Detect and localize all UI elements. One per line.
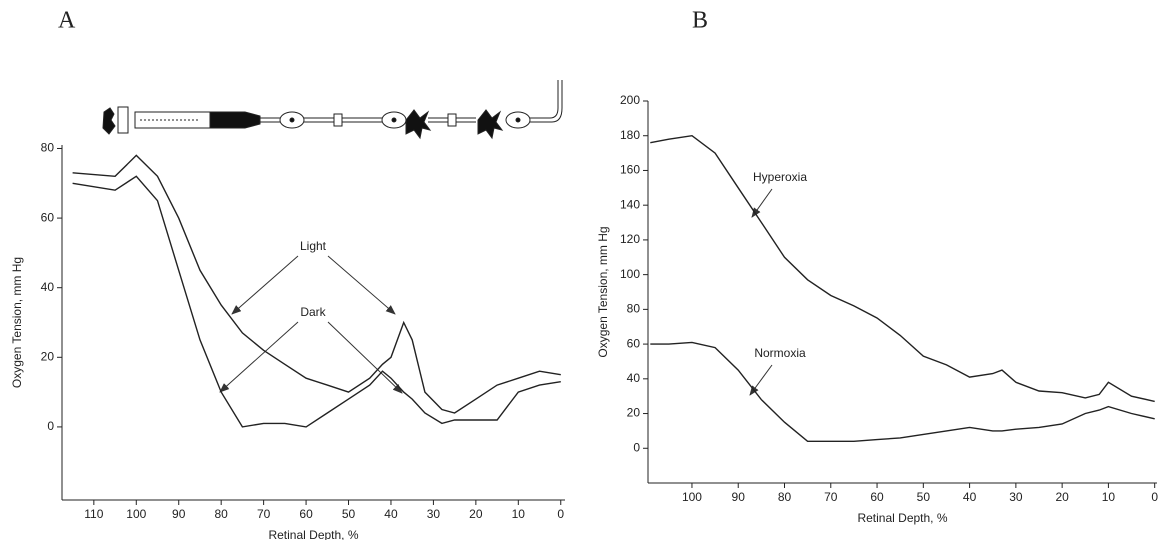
annotation: Dark [300,305,326,319]
x-tick-label: 30 [427,507,441,521]
annotation: Normoxia [754,346,806,360]
annotation-arrow [231,255,299,315]
x-tick-label: 70 [824,490,838,504]
y-tick-label: 200 [620,93,640,107]
y-tick-label: 40 [41,280,55,294]
y-axis-label: Oxygen Tension, mm Hg [10,257,24,388]
y-tick-label: 80 [41,141,55,155]
annotation-arrow [327,255,396,315]
y-tick-label: 0 [47,419,54,433]
x-tick-label: 50 [342,507,356,521]
y-tick-label: 60 [41,210,55,224]
annotation-arrow [219,321,299,393]
data-line [72,175,561,428]
data-line [650,341,1155,442]
y-tick-label: 160 [620,163,640,177]
x-tick-label: 70 [257,507,271,521]
x-axis-label: Retinal Depth, % [268,528,358,540]
y-tick-label: 60 [627,336,641,350]
x-tick-label: 60 [299,507,313,521]
x-tick-label: 80 [214,507,228,521]
x-axis-label: Retinal Depth, % [857,511,947,525]
x-tick-label: 90 [732,490,746,504]
x-tick-label: 0 [1151,490,1158,504]
x-tick-label: 100 [682,490,702,504]
retina-diagram [102,80,563,140]
x-tick-label: 40 [384,507,398,521]
x-tick-label: 10 [512,507,526,521]
y-tick-label: 20 [41,349,55,363]
x-tick-label: 80 [778,490,792,504]
x-tick-label: 40 [963,490,977,504]
x-tick-label: 0 [557,507,564,521]
data-line [650,134,1155,403]
y-axis-label: Oxygen Tension, mm Hg [596,226,610,357]
y-tick-label: 140 [620,197,640,211]
annotation: Light [300,239,327,253]
y-tick-label: 120 [620,232,640,246]
y-tick-label: 180 [620,128,640,142]
y-tick-label: 0 [633,440,640,454]
x-tick-label: 20 [469,507,483,521]
panel-label: A [58,8,76,34]
annotation-arrow [327,321,403,394]
x-tick-label: 110 [84,507,103,521]
y-tick-label: 40 [627,371,641,385]
x-tick-label: 60 [870,490,884,504]
x-tick-label: 30 [1009,490,1023,504]
x-tick-label: 20 [1055,490,1069,504]
x-tick-label: 100 [126,507,146,521]
y-tick-label: 100 [620,267,640,281]
panel-label: B [692,8,708,34]
data-line [72,154,561,414]
annotation: Hyperoxia [753,170,807,184]
x-tick-label: 90 [172,507,186,521]
y-tick-label: 20 [627,406,641,420]
x-tick-label: 10 [1102,490,1116,504]
x-tick-label: 50 [917,490,931,504]
y-tick-label: 80 [627,302,641,316]
